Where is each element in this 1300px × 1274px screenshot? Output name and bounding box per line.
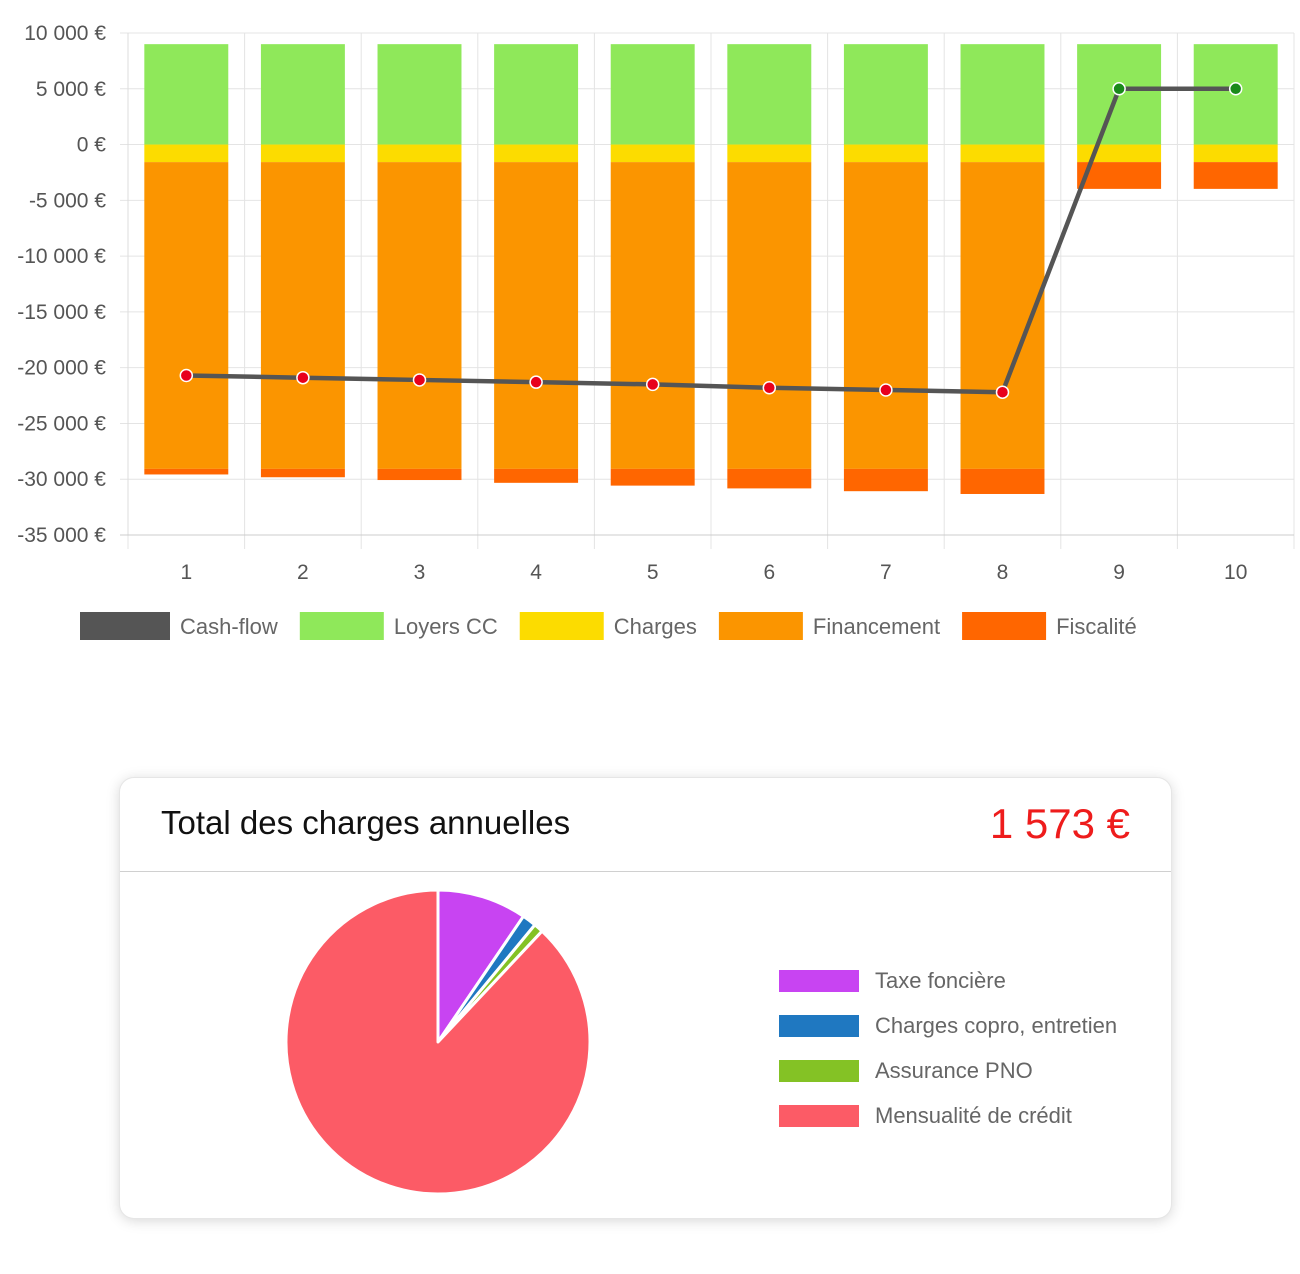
bar-segment[interactable] — [144, 144, 229, 163]
bar-segment[interactable] — [727, 468, 812, 489]
bar-segment[interactable] — [727, 162, 812, 469]
pie-legend-swatch — [779, 1104, 859, 1127]
x-tick-label: 1 — [180, 561, 192, 584]
total-charges-value: 1 573 € — [989, 800, 1130, 847]
pie-legend-label: Taxe foncière — [875, 967, 1006, 993]
cash-flow-line — [186, 86, 1236, 395]
x-tick-label: 6 — [763, 561, 775, 584]
legend-label[interactable]: Cash-flow — [180, 614, 278, 639]
pie-legend-item[interactable]: Assurance PNO — [779, 1048, 1117, 1093]
charges-card: Total des charges annuelles 1 573 € Taxe… — [120, 778, 1171, 1218]
bar-segment[interactable] — [260, 144, 345, 163]
bar-segment[interactable] — [610, 44, 695, 145]
bar-segment[interactable] — [843, 44, 928, 145]
bar-segment[interactable] — [260, 44, 345, 145]
pie-legend-swatch — [779, 1014, 859, 1037]
bar-segment[interactable] — [377, 44, 462, 145]
bar-segment[interactable] — [494, 44, 579, 145]
legend-swatch[interactable] — [299, 612, 384, 640]
pie-legend-label: Assurance PNO — [875, 1057, 1033, 1083]
pie-legend-swatch — [779, 1059, 859, 1082]
cash-flow-bar-chart: 10 000 € 5 000 € 0 € -5 000 € -10 000 € -15 0… — [17, 22, 1295, 640]
x-tick-label: 3 — [414, 561, 426, 584]
cash-flow-point[interactable] — [1228, 82, 1243, 96]
bar-chart-legend: Cash-flow Loyers CC Charges Financement Fisc… — [80, 612, 1137, 640]
pie-legend: Taxe foncière Charges copro, entretien Ass… — [779, 958, 1117, 1138]
bar-segment[interactable] — [960, 44, 1045, 145]
bar-segment[interactable] — [1193, 144, 1278, 163]
card-divider — [120, 871, 1171, 872]
bar-segment[interactable] — [610, 144, 695, 163]
legend-label[interactable]: Financement — [813, 614, 940, 639]
bar-segment[interactable] — [494, 144, 579, 163]
pie-legend-item[interactable]: Mensualité de crédit — [779, 1093, 1117, 1138]
x-tick-label: 8 — [997, 561, 1009, 584]
y-tick-label: 10 000 € — [24, 22, 106, 45]
bar-segment[interactable] — [260, 468, 345, 478]
bar-segment[interactable] — [377, 144, 462, 163]
bar-segment[interactable] — [144, 44, 229, 145]
bar-segment[interactable] — [377, 162, 462, 469]
y-tick-label: -30 000 € — [17, 468, 106, 491]
cash-flow-point[interactable] — [1112, 82, 1126, 96]
y-tick-label: -5 000 € — [29, 189, 106, 212]
x-tick-label: 2 — [297, 561, 309, 584]
x-tick-label: 9 — [1113, 561, 1125, 584]
legend-swatch[interactable] — [962, 612, 1047, 640]
bar-segment[interactable] — [494, 468, 579, 483]
y-tick-label: 0 € — [77, 134, 107, 157]
cash-flow-point[interactable] — [296, 370, 310, 385]
y-tick-label: -35 000 € — [17, 524, 106, 547]
cash-flow-point[interactable] — [762, 380, 777, 395]
y-tick-label: -20 000 € — [17, 357, 106, 380]
legend-label[interactable]: Fiscalité — [1056, 614, 1137, 639]
y-tick-label: 5 000 € — [36, 78, 106, 101]
legend-label[interactable]: Charges — [614, 614, 697, 639]
bar-segment[interactable] — [843, 162, 928, 469]
bar-segment[interactable] — [610, 468, 695, 486]
cash-flow-point[interactable] — [179, 368, 194, 383]
x-tick-label: 10 — [1224, 561, 1247, 584]
bar-segment[interactable] — [843, 468, 928, 492]
pie-slice[interactable] — [436, 888, 525, 1044]
pie-legend-item[interactable]: Taxe foncière — [779, 958, 1117, 1003]
cash-flow-point[interactable] — [645, 377, 660, 392]
pie-legend-label: Charges copro, entretien — [875, 1012, 1118, 1038]
bar-segment[interactable] — [610, 162, 695, 469]
cash-flow-point[interactable] — [412, 373, 427, 387]
pie-legend-item[interactable]: Charges copro, entretien — [779, 1003, 1117, 1048]
legend-swatch[interactable] — [519, 612, 604, 640]
cash-flow-point[interactable] — [995, 385, 1010, 399]
bar-segment[interactable] — [260, 162, 345, 469]
pie-legend-swatch — [779, 969, 859, 992]
bar-segment[interactable] — [494, 162, 579, 469]
legend-swatch[interactable] — [80, 612, 170, 640]
bar-segment[interactable] — [960, 468, 1045, 494]
cash-flow-point[interactable] — [529, 375, 543, 389]
y-tick-label: -25 000 € — [17, 412, 106, 435]
pie-slice[interactable] — [284, 888, 592, 1196]
cash-flow-point[interactable] — [879, 383, 893, 397]
pie-legend-label: Mensualité de crédit — [875, 1102, 1072, 1128]
y-tick-label: -15 000 € — [17, 301, 106, 324]
bar-segment[interactable] — [144, 162, 229, 469]
card-title: Total des charges annuelles — [161, 804, 571, 841]
charges-pie-chart — [284, 888, 592, 1196]
bar-segment[interactable] — [727, 144, 812, 163]
x-tick-label: 5 — [647, 561, 659, 584]
bar-segment[interactable] — [377, 468, 462, 481]
x-tick-label: 4 — [530, 561, 542, 584]
legend-swatch[interactable] — [718, 612, 803, 640]
bar-segment[interactable] — [727, 44, 812, 145]
bar-segment[interactable] — [1193, 162, 1278, 189]
bar-segment[interactable] — [960, 144, 1045, 163]
y-tick-label: -10 000 € — [17, 245, 106, 268]
bar-segment[interactable] — [843, 144, 928, 163]
x-tick-label: 7 — [880, 561, 892, 584]
bar-segment[interactable] — [144, 468, 229, 475]
legend-label[interactable]: Loyers CC — [394, 614, 498, 639]
